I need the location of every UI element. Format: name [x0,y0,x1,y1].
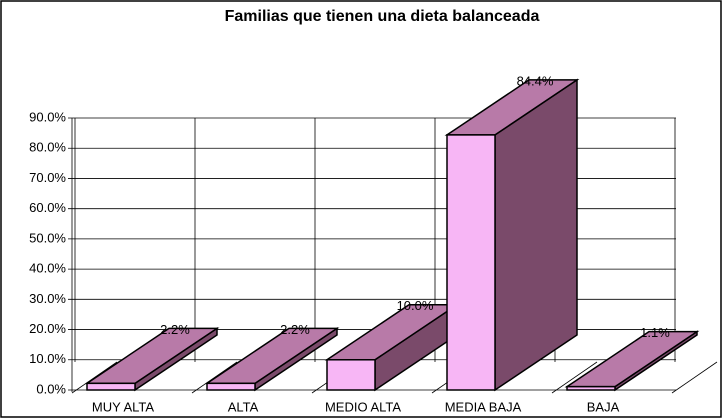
x-tick-label: MEDIO ALTA [325,399,401,414]
bar [86,382,136,391]
y-tick-label: 10.0% [29,351,66,366]
floor-line [671,361,718,394]
x-tick-label: MEDIA BAJA [445,399,522,414]
y-tick-label: 90.0% [29,109,66,124]
value-label: 2.2% [280,322,310,337]
bar [566,385,616,391]
bar [206,382,256,391]
x-tick-label: ALTA [228,399,259,414]
y-tick-label: 30.0% [29,291,66,306]
chart-title: Familias que tienen una dieta balanceada [225,8,540,25]
y-tick-label: 0.0% [36,381,66,396]
value-label: 84.4% [517,73,554,88]
y-tick-label: 50.0% [29,230,66,245]
y-tick-label: 70.0% [29,170,66,185]
bar [326,359,376,391]
value-label: 2.2% [160,322,190,337]
y-tick-label: 40.0% [29,261,66,276]
value-label: 1.1% [640,325,670,340]
x-tick-label: MUY ALTA [92,399,154,414]
y-tick-label: 60.0% [29,200,66,215]
y-tick-label: 20.0% [29,321,66,336]
x-tick-label: BAJA [587,399,620,414]
bar [446,134,496,391]
y-tick-label: 80.0% [29,140,66,155]
value-label: 10.0% [397,298,434,313]
floor-line [551,361,598,394]
